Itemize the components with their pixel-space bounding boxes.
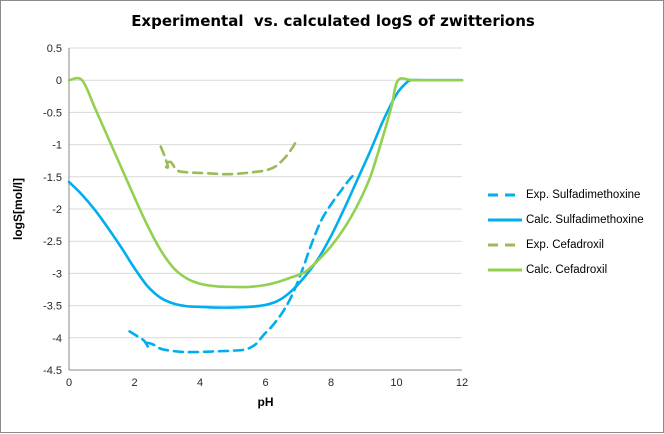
x-tick-label: 6 <box>262 377 268 389</box>
legend-item-exp-sulfadimethoxine[interactable]: Exp. Sulfadimethoxine <box>488 188 644 202</box>
legend-key-dashed-line-icon <box>488 193 522 197</box>
y-tick-label: -2 <box>52 204 62 216</box>
y-axis-title: logS[mol/l] <box>11 178 25 240</box>
legend-item-exp-cefadroxil[interactable]: Exp. Cefadroxil <box>488 238 644 252</box>
y-tick-label: 0 <box>56 75 62 87</box>
x-tick-label: 2 <box>131 377 137 389</box>
legend-label: Calc. Cefadroxil <box>526 264 608 276</box>
series-line-exp-cefadroxil[interactable] <box>159 142 297 176</box>
y-tick-label: -3 <box>52 268 62 280</box>
legend-item-calc-cefadroxil[interactable]: Calc. Cefadroxil <box>488 263 644 277</box>
x-tick-label: 12 <box>456 377 468 389</box>
legend-key-solid-line-icon <box>488 218 522 222</box>
x-tick-label: 0 <box>66 377 72 389</box>
legend-label: Exp. Cefadroxil <box>526 239 604 251</box>
x-axis-title: pH <box>257 395 274 409</box>
y-tick-label: -2.5 <box>43 236 62 248</box>
x-tick-label: 10 <box>390 377 402 389</box>
series-line-exp-sulfadimethoxine[interactable] <box>128 171 357 354</box>
x-tick-label: 4 <box>197 377 203 389</box>
y-tick-label: -4 <box>52 333 62 345</box>
series-line-calc-sulfadimethoxine[interactable] <box>67 78 464 309</box>
legend-key-solid-line-icon <box>488 268 522 272</box>
y-tick-label: -0.5 <box>43 107 62 119</box>
legend-key-dashed-line-icon <box>488 243 522 247</box>
y-tick-label: -1 <box>52 140 62 152</box>
series-line-calc-cefadroxil[interactable] <box>67 76 464 289</box>
legend-label: Calc. Sulfadimethoxine <box>526 214 644 226</box>
x-tick-label: 8 <box>328 377 334 389</box>
y-tick-label: -4.5 <box>43 365 62 377</box>
y-tick-label: 0.5 <box>47 43 62 55</box>
legend: Exp. Sulfadimethoxine Calc. Sulfadimetho… <box>488 188 644 277</box>
y-tick-label: -1.5 <box>43 172 62 184</box>
chart-title: Experimental vs. calculated logS of zwit… <box>131 12 535 30</box>
legend-label: Exp. Sulfadimethoxine <box>526 189 641 201</box>
legend-item-calc-sulfadimethoxine[interactable]: Calc. Sulfadimethoxine <box>488 213 644 227</box>
y-tick-label: -3.5 <box>43 301 62 313</box>
